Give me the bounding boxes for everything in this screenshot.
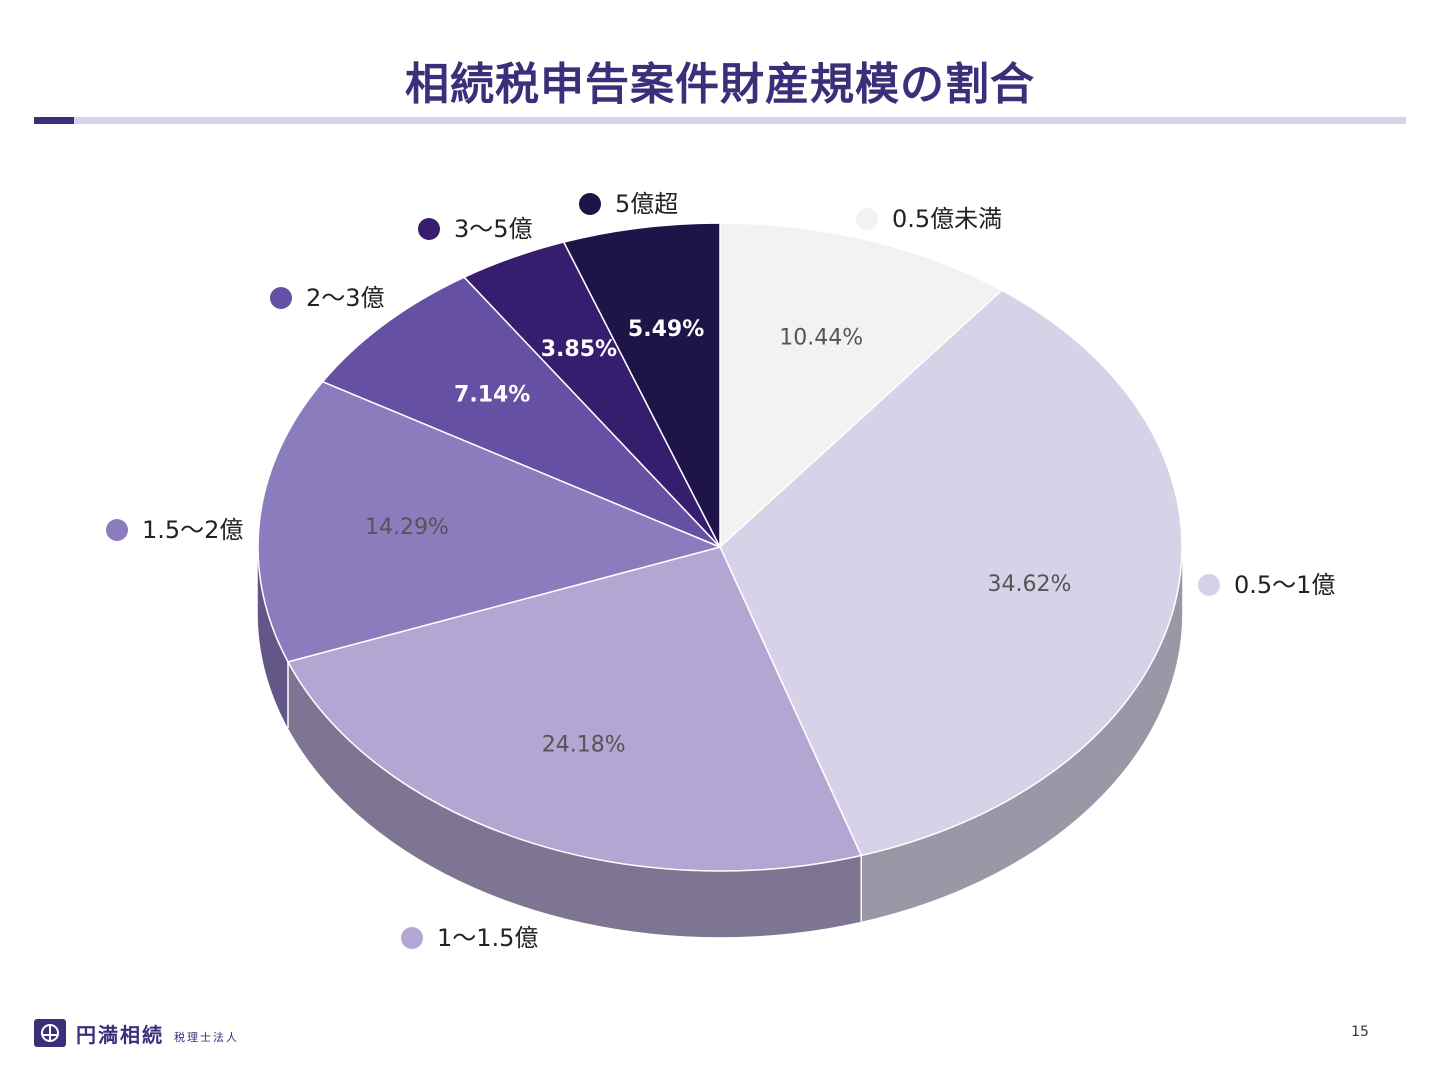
slice-2 bbox=[719, 289, 1183, 857]
title-underline bbox=[34, 117, 1406, 124]
logo-name: 円満相続 bbox=[76, 1022, 164, 1047]
title-underline-accent bbox=[34, 117, 74, 124]
slice-4-legend-marker bbox=[106, 519, 128, 541]
slice-2-legend-marker bbox=[1198, 574, 1220, 596]
slice-1-value-label: 10.44% bbox=[779, 325, 863, 350]
slice-7-legend-marker bbox=[579, 193, 601, 215]
slice-3-legend-label: 1～1.5億 bbox=[437, 924, 538, 952]
pie-sides bbox=[257, 546, 1183, 938]
slice-3-value-label: 24.18% bbox=[542, 733, 626, 758]
slice-1-legend-label: 0.5億未満 bbox=[892, 205, 1002, 233]
slice-5 bbox=[321, 276, 721, 548]
pie-legend: 0.5億未満 0.5～1億 1～1.5億 1.5～2億 2～3億 3～5億 5億超 bbox=[106, 190, 1335, 952]
slice-4 bbox=[257, 380, 723, 663]
slice-1 bbox=[719, 222, 1004, 549]
logo-mark-icon bbox=[34, 1019, 66, 1047]
pie-top bbox=[257, 222, 1183, 872]
pie-value-labels: 10.44% 34.62% 24.18% 14.29% 7.14% 3.85% 5.49% bbox=[365, 317, 1071, 758]
slice-4-value-label: 14.29% bbox=[365, 515, 449, 540]
page-number: 15 bbox=[1351, 1024, 1369, 1040]
slice-7-legend-label: 5億超 bbox=[615, 190, 678, 218]
slice-5-legend-marker bbox=[270, 287, 292, 309]
slice-6-legend-label: 3～5億 bbox=[454, 215, 533, 243]
company-logo: 円満相続 税理士法人 bbox=[34, 1018, 239, 1048]
slice-3 bbox=[286, 546, 863, 872]
slice-4-legend-label: 1.5～2億 bbox=[142, 516, 243, 544]
page-title: 相続税申告案件財産規模の割合 bbox=[405, 59, 1035, 110]
slice-7-value-label: 5.49% bbox=[628, 317, 704, 342]
slice-6-value-label: 3.85% bbox=[541, 337, 617, 362]
slice-5-legend-label: 2～3億 bbox=[306, 284, 385, 312]
logo-subtitle: 税理士法人 bbox=[174, 1031, 239, 1044]
slice-6-legend-marker bbox=[418, 218, 440, 240]
slice-1-legend-marker bbox=[856, 208, 878, 230]
slice-2-value-label: 34.62% bbox=[988, 572, 1072, 597]
slice-3-legend-marker bbox=[401, 927, 423, 949]
slice-5-value-label: 7.14% bbox=[454, 382, 530, 407]
slice-7 bbox=[562, 222, 721, 548]
slice-2-legend-label: 0.5～1億 bbox=[1234, 571, 1335, 599]
